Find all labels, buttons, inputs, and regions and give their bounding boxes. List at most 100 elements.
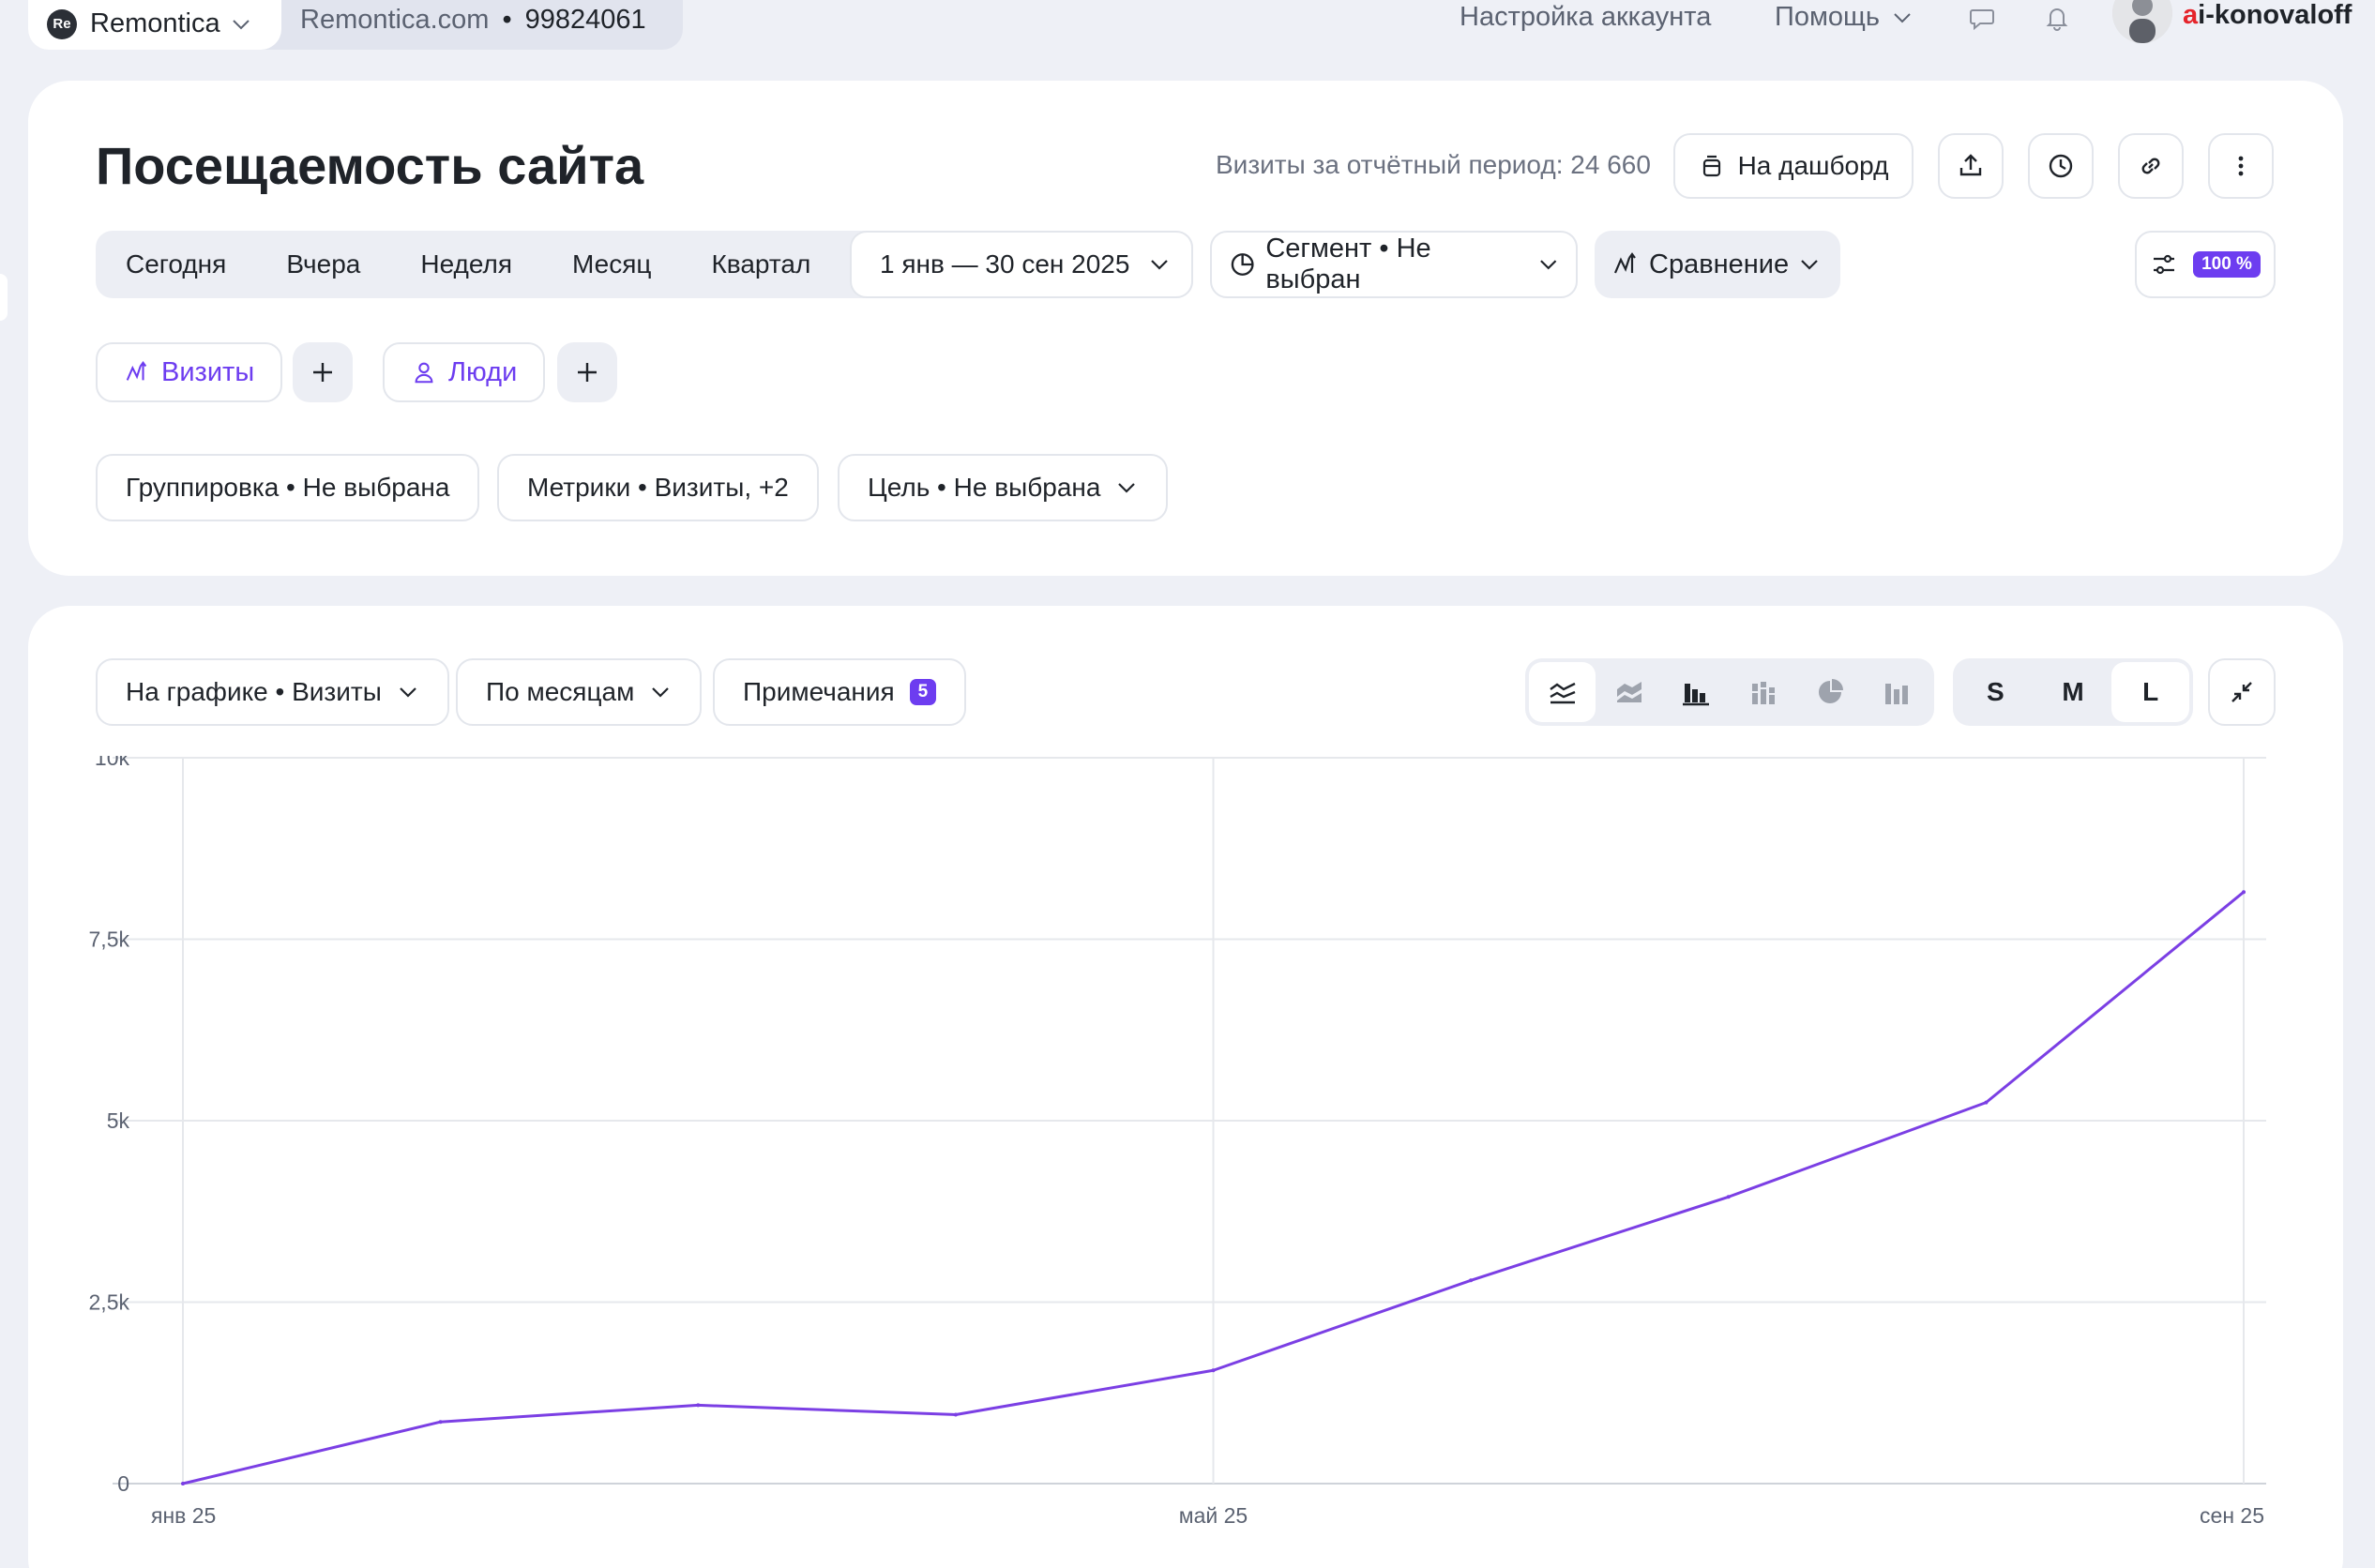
sampling-button[interactable]: 100 % <box>2135 231 2276 298</box>
data-point <box>438 1420 443 1425</box>
page-title: Посещаемость сайта <box>96 136 644 195</box>
size-m-button[interactable]: M <box>2062 677 2084 706</box>
bar-chart-icon <box>1683 684 1710 706</box>
y-tick-label: 0 <box>117 1471 129 1496</box>
metrics-label: Метрики • Визиты, +2 <box>527 473 789 502</box>
segment-button[interactable]: Сегмент • Не выбран <box>1210 231 1578 298</box>
visits-line-chart: 0 2,5k 5k 7,5k 10k янв 25 май 25 сен 25 <box>89 756 2266 1528</box>
notes-button[interactable]: Примечания 5 <box>713 658 967 726</box>
copy-link-button[interactable] <box>2118 133 2184 199</box>
username-first-letter: a <box>2183 0 2199 30</box>
dashboard-button-label: На дашборд <box>1737 151 1889 180</box>
chart-series <box>181 890 2246 1485</box>
export-button[interactable] <box>1938 133 2004 199</box>
report-settings-card: Посещаемость сайта Визиты за отчётный пе… <box>28 81 2343 576</box>
segment-pie-icon <box>1231 253 1254 276</box>
notes-count-badge: 5 <box>909 679 937 705</box>
counter-selector[interactable]: Re Remontica <box>28 0 281 50</box>
column-chart-button[interactable] <box>1864 662 1930 722</box>
bell-icon[interactable] <box>2043 4 2071 32</box>
grouping-button[interactable]: Группировка • Не выбрана <box>96 454 480 521</box>
history-button[interactable] <box>2028 133 2094 199</box>
sliders-icon <box>2154 254 2175 275</box>
account-settings-link[interactable]: Настройка аккаунта <box>1460 2 1712 32</box>
data-point <box>1984 1100 1989 1105</box>
y-tick-label: 7,5k <box>89 927 130 952</box>
period-today[interactable]: Сегодня <box>126 249 227 279</box>
chart-grid <box>113 757 2266 1485</box>
stacked-bar-icon <box>1751 682 1775 704</box>
grouping-label: Группировка • Не выбрана <box>126 473 450 502</box>
person-icon <box>415 362 433 384</box>
data-point <box>2242 890 2246 895</box>
clock-icon <box>2049 154 2073 178</box>
collapse-icon <box>2231 682 2252 702</box>
data-point <box>1211 1368 1216 1373</box>
size-s-button[interactable]: S <box>1986 677 2004 706</box>
data-point <box>181 1482 185 1485</box>
x-tick-label: май 25 <box>1179 1503 1248 1528</box>
chevron-down-icon <box>652 687 670 698</box>
collapse-button[interactable] <box>2208 658 2276 726</box>
period-week[interactable]: Неделя <box>420 249 513 279</box>
add-metric-button[interactable] <box>293 342 353 402</box>
on-chart-selector[interactable]: На графике • Визиты <box>96 658 449 726</box>
y-axis-ticks: 0 2,5k 5k 7,5k 10k <box>89 756 130 1496</box>
detail-label: По месяцам <box>486 677 635 706</box>
data-point <box>1726 1195 1731 1199</box>
people-chip-label: Люди <box>448 356 518 387</box>
avatar-image <box>2112 0 2172 43</box>
counter-switcher[interactable]: Re Remontica Remontica.com • 99824061 <box>28 0 683 50</box>
chevron-down-icon <box>400 687 416 698</box>
period-quarter[interactable]: Квартал <box>711 249 811 279</box>
pie-chart-button[interactable] <box>1796 662 1863 722</box>
username-rest: i-konovaloff <box>2198 0 2352 30</box>
compare-label: Сравнение <box>1649 249 1790 279</box>
notes-label: Примечания <box>743 677 895 706</box>
more-button[interactable] <box>2208 133 2274 199</box>
area-chart-button[interactable] <box>1596 662 1662 722</box>
data-point <box>1469 1278 1474 1283</box>
username[interactable]: ai-konovaloff <box>2183 0 2352 31</box>
size-l-button[interactable]: L <box>2111 662 2190 722</box>
help-menu[interactable]: Помощь <box>1775 2 1914 33</box>
add-metric-button-2[interactable] <box>557 342 617 402</box>
counter-site: Remontica.com <box>300 5 490 35</box>
period-yesterday[interactable]: Вчера <box>286 249 361 279</box>
help-label: Помощь <box>1775 2 1881 32</box>
more-vertical-icon <box>2238 156 2244 176</box>
user-avatar[interactable] <box>2112 0 2172 43</box>
data-point <box>696 1403 701 1408</box>
goal-button[interactable]: Цель • Не выбрана <box>838 454 1169 521</box>
stacked-bar-button[interactable] <box>1730 662 1796 722</box>
chevron-down-icon <box>1151 260 1169 270</box>
metrics-button[interactable]: Метрики • Визиты, +2 <box>497 454 819 521</box>
metric-chip-visits[interactable]: Визиты <box>96 342 283 402</box>
chevron-down-icon <box>1118 483 1136 493</box>
line-chart-button[interactable] <box>1529 662 1596 722</box>
chart-type-switcher <box>1525 658 1934 726</box>
date-range-picker[interactable]: 1 янв — 30 сен 2025 <box>850 231 1193 298</box>
add-to-dashboard-button[interactable]: На дашборд <box>1673 133 1914 199</box>
goal-label: Цель • Не выбрана <box>868 473 1101 502</box>
bar-chart-button[interactable] <box>1663 662 1730 722</box>
x-axis-ticks: янв 25 май 25 сен 25 <box>151 1503 2264 1528</box>
visits-chip-label: Визиты <box>161 356 255 387</box>
counter-id: 99824061 <box>524 5 646 35</box>
link-icon <box>2141 158 2160 174</box>
side-panel-handle[interactable] <box>0 274 8 321</box>
chat-icon[interactable] <box>1968 4 1996 32</box>
plus-icon <box>313 363 332 382</box>
chevron-down-icon <box>232 19 250 29</box>
compare-button[interactable]: Сравнение <box>1595 231 1840 298</box>
detail-selector[interactable]: По месяцам <box>456 658 703 726</box>
segment-label: Сегмент • Не выбран <box>1265 234 1431 294</box>
period-month[interactable]: Месяц <box>572 249 652 279</box>
visits-total: Визиты за отчётный период: 24 660 <box>1216 150 1651 179</box>
metric-chip-people[interactable]: Люди <box>383 342 546 402</box>
y-tick-label: 10k <box>95 756 130 770</box>
dashboard-icon <box>1702 155 1720 177</box>
upload-icon <box>1959 154 1982 176</box>
chart-size-switcher: S M L <box>1953 658 2193 726</box>
separator-dot: • <box>502 5 512 35</box>
